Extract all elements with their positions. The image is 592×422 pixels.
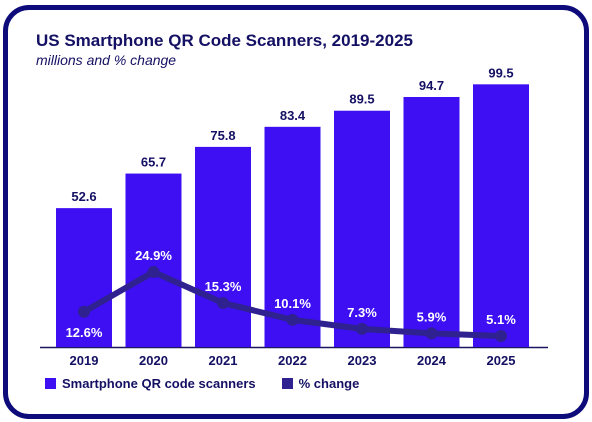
legend-swatch-line (281, 378, 293, 389)
legend-label-bars: Smartphone QR code scanners (62, 376, 256, 391)
percent-change-label-2020: 24.9% (135, 248, 172, 263)
percent-change-label-2021: 15.3% (205, 279, 242, 294)
x-tick-label-2022: 2022 (278, 353, 307, 368)
x-tick-label-2024: 2024 (417, 353, 447, 368)
percent-change-label-2025: 5.1% (486, 312, 516, 327)
x-tick-label-2019: 2019 (70, 353, 99, 368)
percent-change-label-2019: 12.6% (66, 325, 103, 340)
x-tick-label-2023: 2023 (348, 353, 377, 368)
legend-swatch-bars (45, 378, 56, 389)
chart-subtitle: millions and % change (36, 52, 177, 68)
percent-change-point-2022 (286, 313, 299, 326)
bar-2025 (473, 84, 529, 347)
bar-2022 (264, 126, 321, 347)
bar-value-label-2024: 94.7 (419, 78, 444, 93)
bar-value-label-2022: 83.4 (280, 108, 306, 123)
x-tick-label-2025: 2025 (487, 353, 516, 368)
percent-change-label-2022: 10.1% (274, 296, 311, 311)
bar-value-label-2023: 89.5 (349, 92, 374, 107)
percent-change-point-2024 (425, 327, 438, 340)
bar-value-label-2020: 65.7 (141, 155, 166, 170)
percent-change-point-2019 (78, 305, 90, 318)
percent-change-point-2025 (495, 330, 507, 342)
bar-2019 (56, 208, 112, 347)
percent-change-point-2023 (356, 322, 368, 335)
percent-change-label-2024: 5.9% (417, 309, 447, 324)
legend-label-line: % change (298, 376, 360, 391)
percent-change-point-2020 (147, 266, 160, 278)
bar-2021 (195, 146, 251, 347)
x-tick-label-2021: 2021 (209, 353, 238, 368)
chart-legend: Smartphone QR code scanners % change (45, 376, 385, 391)
bar-2024 (403, 96, 460, 347)
percent-change-label-2023: 7.3% (347, 305, 377, 320)
x-tick-label-2020: 2020 (139, 353, 168, 368)
percent-change-point-2021 (217, 297, 229, 310)
bar-value-label-2025: 99.5 (488, 65, 513, 80)
legend-item-bars: Smartphone QR code scanners (45, 376, 256, 391)
bar-value-label-2021: 75.8 (210, 128, 235, 143)
chart-title: US Smartphone QR Code Scanners, 2019-202… (36, 31, 413, 50)
bar-2023 (334, 110, 390, 347)
legend-item-line: % change (281, 376, 360, 391)
bar-value-label-2019: 52.6 (71, 189, 96, 204)
bar-2020 (125, 173, 182, 347)
